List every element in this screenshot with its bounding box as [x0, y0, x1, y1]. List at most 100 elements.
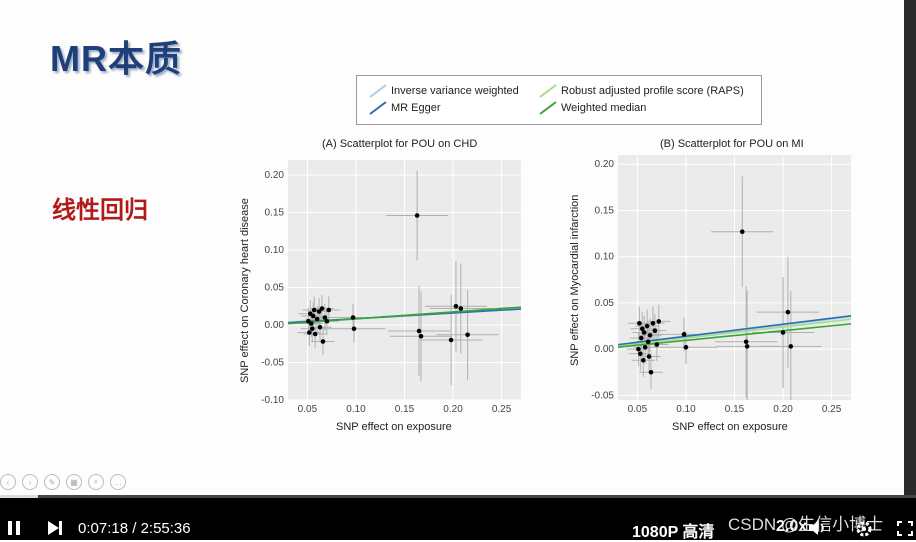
data-point: [788, 344, 794, 349]
data-point: [642, 345, 648, 350]
data-point: [320, 339, 326, 344]
fullscreen-icon[interactable]: [897, 521, 913, 536]
data-point: [350, 315, 356, 320]
y-tick-label: 0.00: [595, 344, 615, 355]
chart-b-ylabel: SNP effect on Myocardial infarction: [569, 194, 581, 366]
chart-b: 0.05 0.10 0.15 0.20 0.25 -0.05 0.00 0.05 0.10 0.1…: [591, 155, 852, 415]
x-tick-label: 0.15: [395, 404, 415, 415]
data-point: [743, 339, 749, 345]
prev-icon[interactable]: ‹: [0, 474, 16, 490]
legend-label: Weighted median: [561, 102, 647, 114]
video-player-controls: [0, 495, 916, 540]
legend-label: Robust adjusted profile score (RAPS): [561, 85, 744, 97]
data-point: [644, 323, 650, 329]
x-tick-label: 0.15: [725, 404, 745, 415]
zoom-icon[interactable]: ⌕: [88, 474, 104, 490]
watermark: CSDN @生信小博士: [728, 515, 884, 534]
y-tick-label: 0.10: [595, 252, 615, 263]
scroll-bar: [904, 0, 916, 495]
y-tick-label: 0.10: [265, 245, 285, 256]
chart-legend: Inverse variance weighted Robust adjuste…: [356, 75, 762, 125]
data-point: [309, 321, 314, 326]
data-point: [647, 332, 653, 338]
time-separator: /: [132, 520, 137, 537]
data-point: [317, 324, 323, 330]
speed-button[interactable]: 2.0x: [776, 518, 808, 535]
data-point: [744, 344, 750, 349]
legend-item-ivw: Inverse variance weighted: [369, 83, 519, 99]
x-tick-label: 0.10: [346, 404, 366, 415]
settings-icon[interactable]: [855, 520, 873, 538]
legend-item-median: Weighted median: [539, 100, 646, 116]
x-tick-label: 0.25: [822, 404, 842, 415]
chart-b-title: (B) Scatterplot for POU on MI: [660, 138, 804, 150]
data-point: [414, 213, 420, 218]
x-tick-label: 0.05: [298, 404, 318, 415]
volume-icon[interactable]: [808, 520, 826, 536]
data-point: [465, 332, 470, 338]
x-tick-label: 0.25: [492, 404, 512, 415]
data-point: [640, 357, 646, 363]
total-time: 2:55:36: [140, 520, 191, 537]
data-point: [650, 320, 656, 326]
slide-toolbar: ‹ › ✎ ▦ ⌕ …: [0, 474, 126, 492]
data-point: [310, 313, 316, 319]
chart-a-xlabel: SNP effect on exposure: [336, 421, 452, 433]
data-point: [645, 339, 651, 345]
y-tick-label: 0.20: [595, 159, 615, 170]
legend-item-egger: MR Egger: [369, 100, 441, 116]
slide: MR本质 线性回归 Inverse variance weighted Robu…: [0, 38, 852, 492]
next-icon[interactable]: ›: [22, 474, 38, 490]
legend-label: Inverse variance weighted: [391, 85, 519, 97]
chart-a-ylabel: SNP effect on Coronary heart disease: [239, 198, 251, 383]
data-point: [319, 306, 325, 311]
data-point: [316, 309, 322, 314]
data-point: [314, 316, 320, 322]
data-point: [652, 328, 658, 333]
data-point: [785, 309, 791, 315]
legend-label: MR Egger: [391, 102, 441, 114]
data-point: [312, 331, 318, 337]
data-point: [638, 351, 643, 357]
time-display: 0:07:18 / 2:55:36: [78, 520, 191, 537]
pen-icon[interactable]: ✎: [44, 474, 60, 490]
data-point: [324, 318, 330, 324]
data-point: [448, 337, 454, 343]
pause-icon[interactable]: [6, 520, 22, 536]
data-point: [639, 326, 645, 332]
regression-line: [617, 318, 852, 347]
data-point: [418, 333, 424, 339]
grid-icon[interactable]: ▦: [66, 474, 82, 490]
y-tick-label: 0.20: [265, 170, 285, 181]
more-icon[interactable]: …: [110, 474, 126, 490]
y-tick-label: -0.05: [591, 390, 614, 401]
x-tick-label: 0.20: [443, 404, 463, 415]
y-tick-label: -0.05: [261, 358, 284, 369]
data-point: [641, 330, 647, 335]
progress-bar[interactable]: [0, 495, 916, 498]
chart-b-xlabel: SNP effect on exposure: [672, 421, 788, 433]
y-tick-label: 0.15: [595, 205, 615, 216]
data-point: [416, 328, 422, 334]
data-point: [648, 369, 654, 375]
data-point: [780, 330, 786, 335]
data-point: [326, 307, 332, 313]
slide-subtitle: 线性回归: [52, 197, 148, 224]
data-point: [646, 354, 652, 359]
quality-button[interactable]: 1080P 高清: [632, 524, 715, 541]
data-point: [654, 342, 660, 347]
data-point: [636, 346, 641, 352]
data-point: [458, 306, 464, 311]
next-video-icon[interactable]: [46, 520, 64, 536]
data-point: [637, 320, 642, 326]
slide-title: MR本质: [50, 38, 182, 79]
data-point: [307, 330, 312, 335]
progress-fill: [0, 495, 38, 498]
x-tick-label: 0.20: [773, 404, 793, 415]
current-time: 0:07:18: [78, 520, 129, 537]
regression-line: [617, 314, 852, 346]
chart-a-title: (A) Scatterplot for POU on CHD: [322, 138, 478, 150]
y-tick-label: 0.15: [265, 208, 285, 219]
data-point: [683, 345, 689, 350]
data-point: [322, 315, 328, 320]
